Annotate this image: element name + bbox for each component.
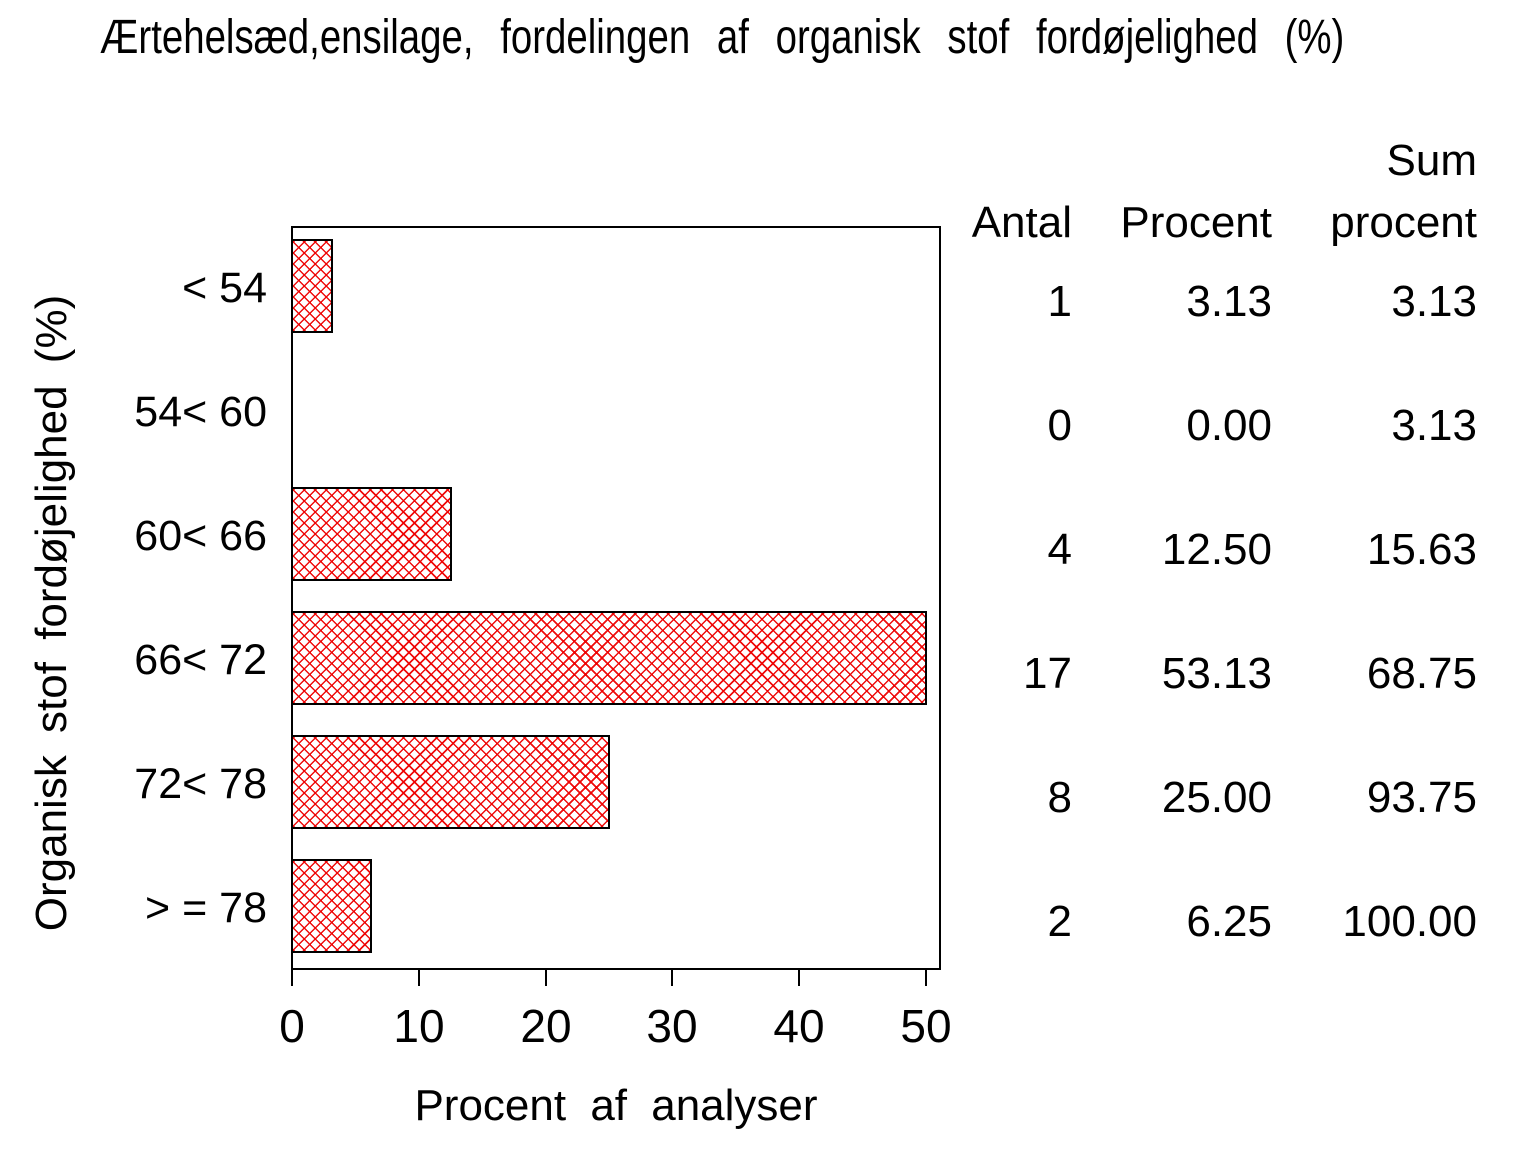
procent-value: 0.00 [1186, 401, 1272, 450]
y-category-label: 60< 66 [134, 512, 267, 560]
bar-<54 [291, 239, 333, 333]
procent-value: 53.13 [1161, 649, 1272, 698]
procent-value: 6.25 [1186, 897, 1272, 946]
antal-value: 1 [1047, 277, 1072, 326]
table-header-sum-line1: Sum [1386, 136, 1477, 185]
bar-72<78 [291, 735, 610, 829]
x-axis-title: Procent af analyser [414, 1081, 818, 1130]
x-tick-label: 0 [279, 1000, 305, 1052]
procent-value: 25.00 [1161, 773, 1272, 822]
sum-procent-value: 3.13 [1391, 277, 1477, 326]
x-tick-label: 30 [646, 1000, 698, 1052]
procent-value: 3.13 [1186, 277, 1272, 326]
x-tick-mark [798, 968, 800, 986]
bar-60<66 [291, 487, 452, 581]
sum-procent-value: 100.00 [1342, 897, 1477, 946]
antal-value: 8 [1047, 773, 1072, 822]
plot-frame [291, 226, 941, 970]
antal-value: 17 [1023, 649, 1072, 698]
x-tick-label: 10 [393, 1000, 445, 1052]
x-tick-label: 50 [900, 1000, 952, 1052]
x-tick-mark [291, 968, 293, 986]
y-category-label: 72< 78 [134, 760, 267, 808]
y-category-label: 66< 72 [134, 636, 267, 684]
x-tick-mark [671, 968, 673, 986]
table-header-sum-line2: procent [1330, 198, 1477, 247]
y-category-label: > = 78 [145, 884, 267, 932]
bar->=78 [291, 859, 372, 953]
antal-value: 0 [1047, 401, 1072, 450]
sum-procent-value: 15.63 [1366, 525, 1477, 574]
bar-66<72 [291, 611, 927, 705]
x-tick-label: 20 [520, 1000, 572, 1052]
chart-title: Ærtehelsæd,ensilage, fordelingen af orga… [100, 11, 1345, 64]
x-tick-mark [545, 968, 547, 986]
antal-value: 4 [1047, 525, 1072, 574]
x-tick-mark [925, 968, 927, 986]
sum-procent-value: 68.75 [1366, 649, 1477, 698]
table-header-procent: Procent [1120, 198, 1272, 247]
y-category-label: < 54 [182, 264, 267, 312]
sum-procent-value: 93.75 [1366, 773, 1477, 822]
procent-value: 12.50 [1161, 525, 1272, 574]
x-tick-label: 40 [773, 1000, 825, 1052]
antal-value: 2 [1047, 897, 1072, 946]
sum-procent-value: 3.13 [1391, 401, 1477, 450]
table-header-antal: Antal [971, 198, 1072, 247]
x-tick-mark [418, 968, 420, 986]
y-category-label: 54< 60 [134, 388, 267, 436]
